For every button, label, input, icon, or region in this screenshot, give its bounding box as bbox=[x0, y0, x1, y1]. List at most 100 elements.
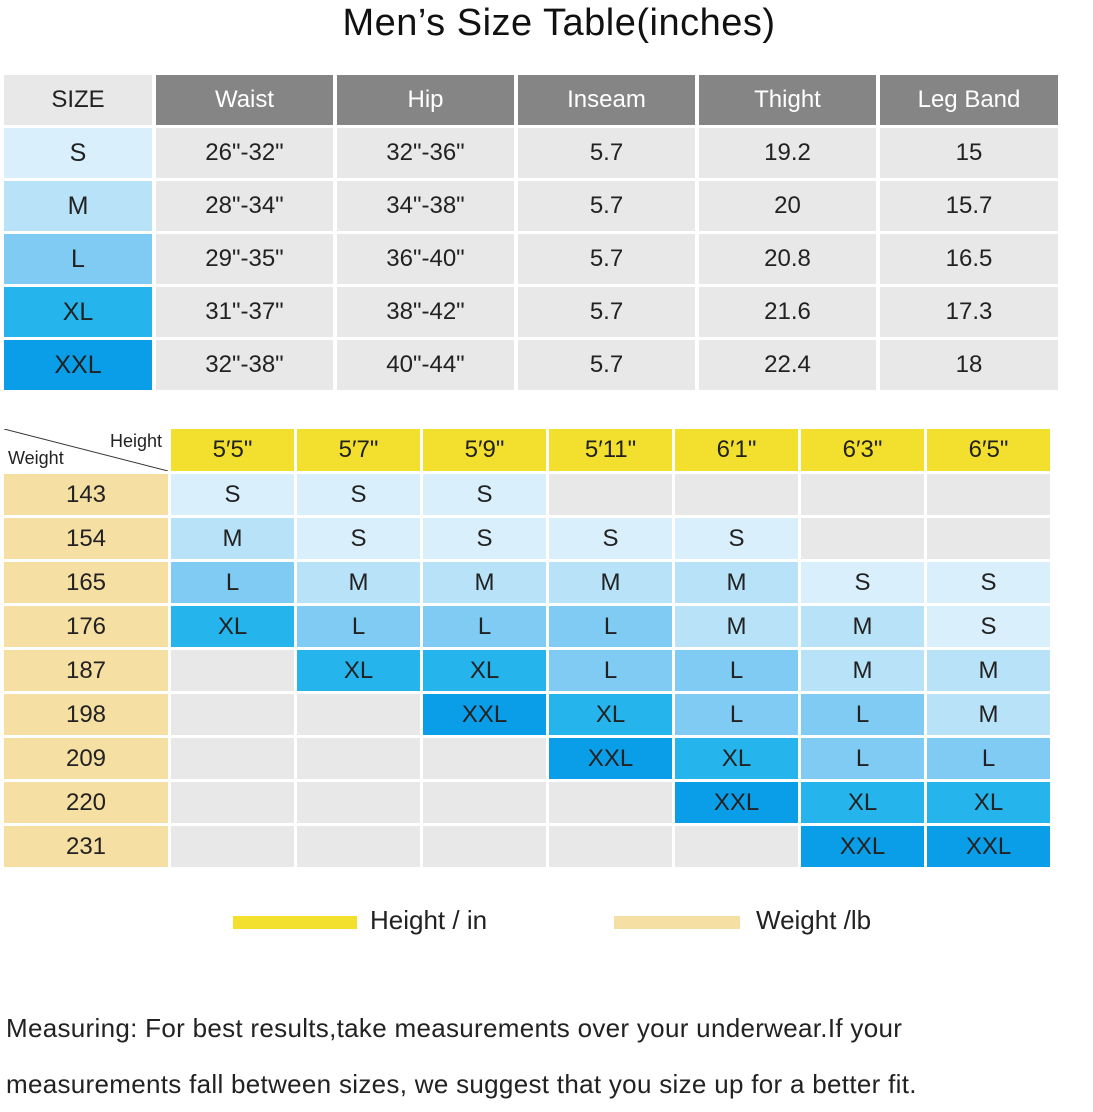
size-recommendation-cell: XXL bbox=[675, 782, 798, 823]
size-table-value-cell: 38"-42" bbox=[337, 287, 514, 337]
size-table-value-cell: 15 bbox=[880, 128, 1058, 178]
size-recommendation-cell bbox=[549, 826, 672, 867]
measuring-note-line-2: measurements fall between sizes, we sugg… bbox=[6, 1069, 917, 1099]
size-recommendation-cell bbox=[171, 694, 294, 735]
legend-weight-label: Weight /lb bbox=[756, 905, 872, 935]
size-recommendation-cell: S bbox=[927, 562, 1050, 603]
measuring-note-line-1: Measuring: For best results,take measure… bbox=[6, 1013, 903, 1043]
legend-height-label: Height / in bbox=[370, 905, 488, 935]
size-recommendation-cell bbox=[675, 826, 798, 867]
size-recommendation-cell: L bbox=[423, 606, 546, 647]
size-recommendation-cell: XL bbox=[801, 782, 924, 823]
size-table-value-cell: 20.8 bbox=[699, 234, 876, 284]
size-table-size-cell: L bbox=[4, 234, 152, 284]
size-recommendation-cell: S bbox=[675, 518, 798, 559]
height-header-cell: 6′3" bbox=[801, 429, 924, 471]
size-recommendation-cell: M bbox=[801, 606, 924, 647]
size-recommendation-cell bbox=[171, 826, 294, 867]
size-recommendation-cell: XL bbox=[297, 650, 420, 691]
size-recommendation-cell bbox=[423, 826, 546, 867]
size-recommendation-cell: L bbox=[675, 650, 798, 691]
size-recommendation-cell: XXL bbox=[549, 738, 672, 779]
size-table-value-cell: 21.6 bbox=[699, 287, 876, 337]
size-table-value-cell: 26"-32" bbox=[156, 128, 333, 178]
size-table-value-cell: 40"-44" bbox=[337, 340, 514, 390]
height-header-cell: 6′1" bbox=[675, 429, 798, 471]
size-table-value-cell: 31"-37" bbox=[156, 287, 333, 337]
size-table-value-cell: 20 bbox=[699, 181, 876, 231]
weight-row-header: 176 bbox=[4, 606, 168, 647]
weight-row-header: 143 bbox=[4, 474, 168, 515]
height-header-cell: 6′5" bbox=[927, 429, 1050, 471]
size-recommendation-cell: S bbox=[297, 518, 420, 559]
weight-row-header: 209 bbox=[4, 738, 168, 779]
corner-weight-label: Weight bbox=[8, 448, 64, 468]
size-table-value-cell: 5.7 bbox=[518, 234, 695, 284]
weight-row-header: 187 bbox=[4, 650, 168, 691]
size-recommendation-cell: XL bbox=[171, 606, 294, 647]
size-recommendation-cell bbox=[675, 474, 798, 515]
size-table-value-cell: 19.2 bbox=[699, 128, 876, 178]
size-table-header: Inseam bbox=[518, 75, 695, 125]
size-recommendation-cell bbox=[297, 694, 420, 735]
weight-row-header: 198 bbox=[4, 694, 168, 735]
page-title: Men’s Size Table(inches) bbox=[342, 2, 776, 44]
size-table-value-cell: 36"-40" bbox=[337, 234, 514, 284]
weight-row-header: 165 bbox=[4, 562, 168, 603]
legend-height-swatch bbox=[233, 916, 357, 929]
measuring-note: Measuring: For best results,take measure… bbox=[6, 1000, 1093, 1112]
size-recommendation-cell bbox=[297, 782, 420, 823]
size-table-value-cell: 5.7 bbox=[518, 128, 695, 178]
size-recommendation-cell: XL bbox=[549, 694, 672, 735]
weight-row-header: 231 bbox=[4, 826, 168, 867]
size-table-value-cell: 17.3 bbox=[880, 287, 1058, 337]
size-recommendation-cell: M bbox=[171, 518, 294, 559]
height-weight-table: Height Weight 5′5" 5′7" 5′9" 5′11" 6′1" 6′3" 6′5… bbox=[4, 429, 1050, 867]
size-recommendation-cell: XL bbox=[423, 650, 546, 691]
size-table-value-cell: 32"-36" bbox=[337, 128, 514, 178]
size-recommendation-cell: L bbox=[675, 694, 798, 735]
size-table-header: Hip bbox=[337, 75, 514, 125]
size-recommendation-cell: S bbox=[927, 606, 1050, 647]
size-table-value-cell: 16.5 bbox=[880, 234, 1058, 284]
size-recommendation-cell: S bbox=[801, 562, 924, 603]
size-recommendation-cell: M bbox=[927, 650, 1050, 691]
weight-row-header: 220 bbox=[4, 782, 168, 823]
corner-height-label: Height bbox=[109, 431, 162, 451]
size-table-value-cell: 5.7 bbox=[518, 340, 695, 390]
size-table-header: SIZE bbox=[4, 75, 152, 125]
size-recommendation-cell: S bbox=[549, 518, 672, 559]
size-table: SIZE Waist Hip Inseam Thight Leg Band S 26"-32"… bbox=[4, 75, 1058, 390]
size-recommendation-cell: XXL bbox=[927, 826, 1050, 867]
size-recommendation-cell bbox=[927, 474, 1050, 515]
size-recommendation-cell: XXL bbox=[801, 826, 924, 867]
size-recommendation-cell: S bbox=[171, 474, 294, 515]
size-table-value-cell: 29"-35" bbox=[156, 234, 333, 284]
size-recommendation-cell bbox=[801, 474, 924, 515]
size-table-value-cell: 5.7 bbox=[518, 181, 695, 231]
table-corner-header: Height Weight bbox=[4, 429, 168, 471]
size-table-value-cell: 5.7 bbox=[518, 287, 695, 337]
size-recommendation-cell: L bbox=[297, 606, 420, 647]
size-recommendation-cell bbox=[297, 738, 420, 779]
size-recommendation-cell: M bbox=[675, 562, 798, 603]
height-header-cell: 5′7" bbox=[297, 429, 420, 471]
height-header-cell: 5′11" bbox=[549, 429, 672, 471]
size-recommendation-cell: M bbox=[675, 606, 798, 647]
size-recommendation-cell bbox=[549, 474, 672, 515]
size-table-header: Leg Band bbox=[880, 75, 1058, 125]
size-recommendation-cell bbox=[171, 650, 294, 691]
size-recommendation-cell: L bbox=[171, 562, 294, 603]
size-recommendation-cell: M bbox=[801, 650, 924, 691]
size-table-value-cell: 32"-38" bbox=[156, 340, 333, 390]
size-recommendation-cell: L bbox=[801, 738, 924, 779]
size-recommendation-cell: S bbox=[297, 474, 420, 515]
size-table-size-cell: S bbox=[4, 128, 152, 178]
size-recommendation-cell bbox=[801, 518, 924, 559]
size-recommendation-cell bbox=[423, 738, 546, 779]
size-recommendation-cell bbox=[171, 782, 294, 823]
size-recommendation-cell: M bbox=[297, 562, 420, 603]
size-table-size-cell: XXL bbox=[4, 340, 152, 390]
size-recommendation-cell: M bbox=[549, 562, 672, 603]
size-table-value-cell: 18 bbox=[880, 340, 1058, 390]
